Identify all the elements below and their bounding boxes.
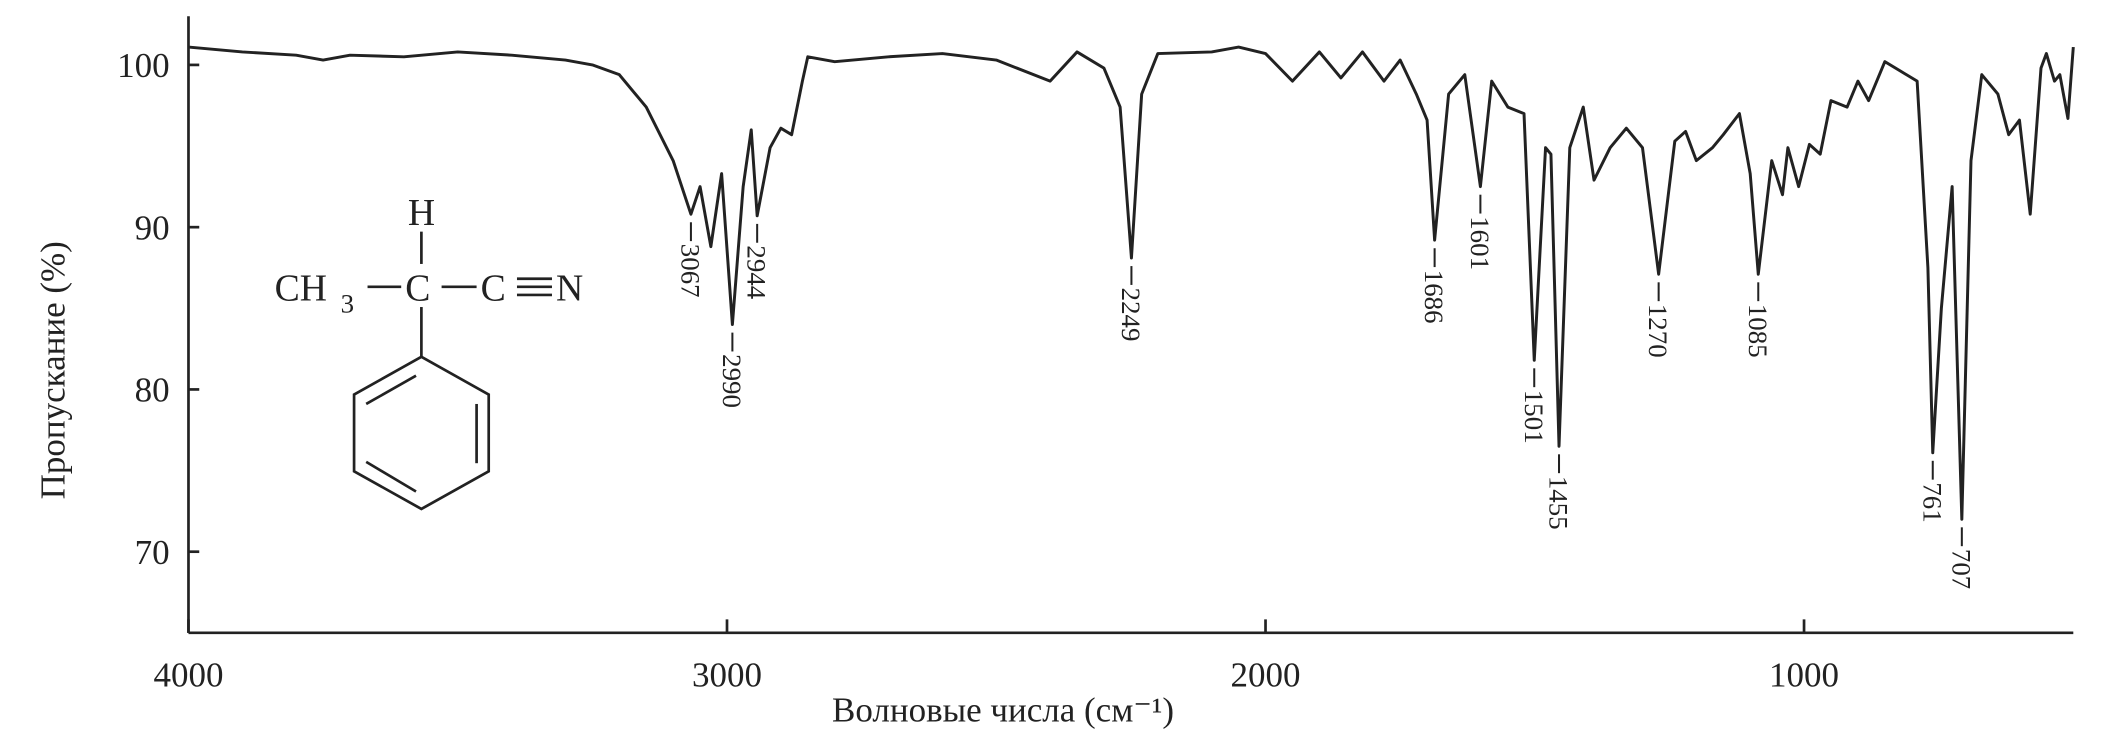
atom-label: C: [405, 267, 430, 309]
spectrum-line: [188, 45, 2075, 521]
peak-label: 2990: [717, 354, 747, 408]
x-tick-label: 4000: [153, 656, 223, 695]
x-tick-label: 2000: [1231, 656, 1301, 695]
atom-label: H: [408, 192, 435, 234]
peak-label: 1455: [1544, 476, 1574, 530]
y-tick-label: 100: [117, 46, 170, 85]
peak-label: 1501: [1519, 390, 1549, 444]
y-axis-label: Пропускание (%): [34, 241, 73, 499]
y-tick-label: 90: [135, 208, 170, 247]
atom-label: N: [556, 267, 583, 309]
bonds: [352, 231, 552, 511]
x-tick-label: 1000: [1769, 656, 1839, 695]
y-tick-label: 80: [135, 371, 170, 410]
peak-label: 2944: [742, 245, 772, 299]
x-tick-label: 3000: [692, 656, 762, 695]
peak-label: 707: [1946, 549, 1976, 589]
peak-label: 1085: [1743, 304, 1773, 358]
x-axis-label: Волновые числа (см⁻¹): [832, 691, 1174, 730]
peak-label: 3067: [675, 244, 705, 298]
peak-label: 1601: [1465, 216, 1495, 270]
atom-subscript: 3: [341, 288, 354, 318]
atom-label: C: [481, 267, 506, 309]
molecule: H CH 3 C C N: [275, 192, 583, 511]
peak-label: 1686: [1419, 270, 1449, 324]
peak-label: 1270: [1643, 304, 1673, 358]
atom-label: CH: [275, 267, 327, 309]
peak-label: 2249: [1116, 288, 1146, 342]
peak-label: 761: [1917, 482, 1947, 522]
y-tick-label: 70: [135, 533, 170, 572]
